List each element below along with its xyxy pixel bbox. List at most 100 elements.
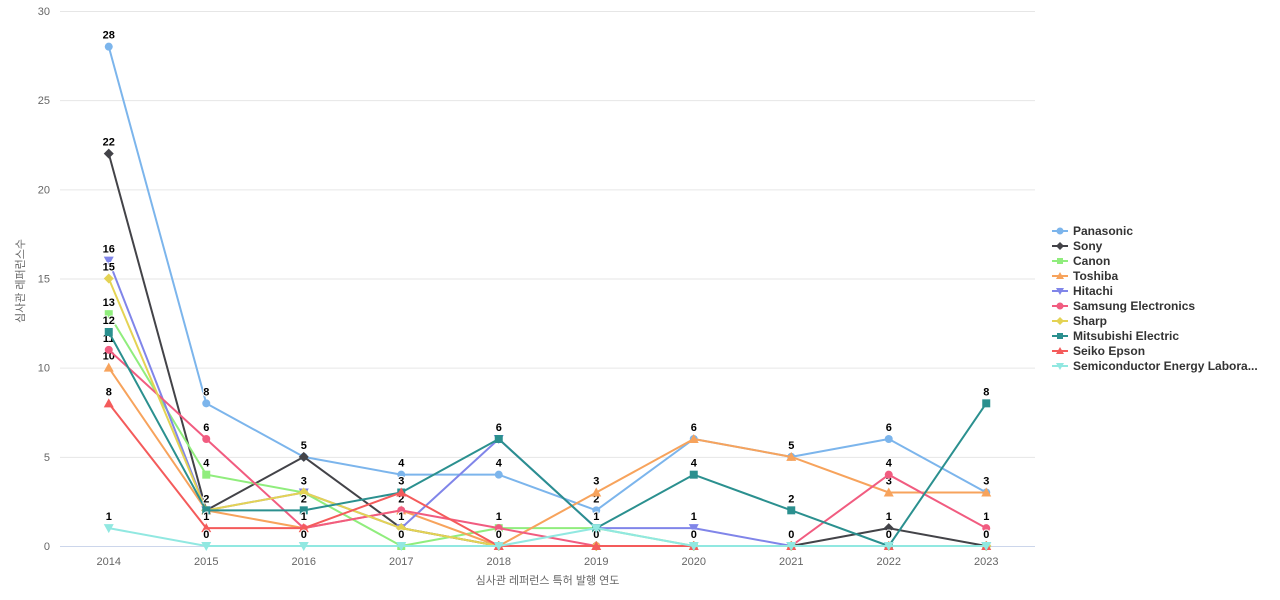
data-point-marker[interactable] [883,523,894,534]
data-label: 0 [983,529,989,541]
data-label: 15 [103,262,115,274]
data-label: 0 [788,529,794,541]
data-label: 3 [398,476,404,488]
data-label: 1 [593,511,599,523]
data-label: 3 [301,476,307,488]
data-point-marker[interactable] [981,487,992,497]
legend-item-seiko-epson[interactable]: Seiko Epson [1052,343,1258,358]
data-point-marker[interactable] [591,524,602,534]
data-point-marker[interactable] [494,435,503,443]
series-line [107,366,988,547]
legend-item-semiconductor-energy-labora-[interactable]: Semiconductor Energy Labora... [1052,358,1258,373]
data-label: 2 [301,493,307,505]
data-label: 0 [788,529,794,541]
data-label: 4 [496,458,503,470]
data-point-marker[interactable] [397,470,406,479]
data-point-marker[interactable] [103,524,114,534]
data-point-marker[interactable] [104,42,113,51]
data-point-marker[interactable] [494,470,503,479]
data-point-marker[interactable] [688,524,699,534]
legend-item-sharp[interactable]: Sharp [1052,313,1258,328]
data-point-marker[interactable] [591,541,602,550]
data-point-marker[interactable] [202,470,211,479]
data-point-marker[interactable] [103,273,114,284]
legend-item-mitsubishi-electric[interactable]: Mitsubishi Electric [1052,328,1258,343]
triangle-down-legend-icon [1052,287,1068,295]
legend-item-canon[interactable]: Canon [1052,253,1258,268]
data-label: 1 [301,511,307,523]
data-point-marker[interactable] [884,470,893,479]
circle-legend-icon [1052,227,1068,234]
data-label: 1 [593,511,599,523]
legend-item-hitachi[interactable]: Hitachi [1052,283,1258,298]
data-label: 13 [103,297,115,309]
data-point-marker[interactable] [103,362,114,372]
data-label: 2 [203,493,209,505]
data-point-marker[interactable] [396,542,407,551]
data-point-marker[interactable] [494,524,503,533]
data-point-marker[interactable] [202,435,211,443]
data-point-marker[interactable] [786,451,797,461]
data-point-marker[interactable] [982,524,991,533]
data-point-marker[interactable] [396,523,407,534]
data-point-marker[interactable] [298,451,309,462]
data-point-marker[interactable] [592,506,601,515]
data-point-marker[interactable] [786,542,797,551]
data-label: 3 [983,476,989,488]
data-label: 2 [398,493,404,505]
data-point-marker[interactable] [103,398,114,408]
legend-label: Samsung Electronics [1073,298,1196,313]
data-point-marker[interactable] [202,399,211,408]
data-point-marker[interactable] [688,434,699,443]
square-legend-icon [1052,332,1068,339]
data-point-marker[interactable] [397,506,406,515]
data-label: 22 [103,137,115,149]
data-point-marker[interactable] [688,542,699,551]
data-point-marker[interactable] [103,148,114,159]
legend-item-panasonic[interactable]: Panasonic [1052,223,1258,238]
data-label: 2 [203,493,209,505]
data-point-marker[interactable] [591,487,602,497]
data-point-marker[interactable] [104,345,113,354]
data-point-marker[interactable] [298,487,309,498]
data-point-marker[interactable] [201,523,212,533]
data-point-marker[interactable] [787,506,796,515]
data-point-marker[interactable] [883,542,894,551]
x-tick-label-2020: 2020 [682,556,706,568]
data-point-marker[interactable] [298,542,309,551]
data-label: 0 [593,529,599,541]
data-label: 0 [496,529,502,541]
legend-item-toshiba[interactable]: Toshiba [1052,268,1258,283]
data-point-marker[interactable] [201,542,212,551]
y-tick-label: 20 [38,184,50,196]
data-point-marker[interactable] [104,328,113,336]
data-label: 0 [788,529,794,541]
diamond-legend-icon [1052,241,1068,250]
data-point-marker[interactable] [104,310,113,319]
data-point-marker[interactable] [299,506,308,515]
data-point-marker[interactable] [396,487,407,497]
data-point-marker[interactable] [982,399,991,408]
data-point-marker[interactable] [981,542,992,551]
legend-item-samsung-electronics[interactable]: Samsung Electronics [1052,298,1258,313]
y-tick-label: 5 [44,452,50,464]
data-point-marker[interactable] [689,470,698,479]
data-label: 0 [691,529,697,541]
series-canon: 13 4 3 0 1 1 0 0 0 0 [102,296,990,550]
data-point-marker[interactable] [493,542,504,551]
legend-label: Mitsubishi Electric [1073,328,1180,343]
data-point-marker[interactable] [884,435,893,443]
data-label: 1 [593,511,599,523]
data-label: 8 [203,386,209,398]
data-point-marker[interactable] [298,523,309,533]
data-label: 6 [496,422,502,434]
data-point-marker[interactable] [202,506,211,515]
data-point-marker[interactable] [883,487,894,497]
data-label: 2 [203,493,209,505]
data-label: 2 [788,493,794,505]
data-label: 2 [593,493,599,505]
data-point-marker[interactable] [103,256,114,266]
data-label: 8 [983,386,989,398]
legend-item-sony[interactable]: Sony [1052,238,1258,253]
